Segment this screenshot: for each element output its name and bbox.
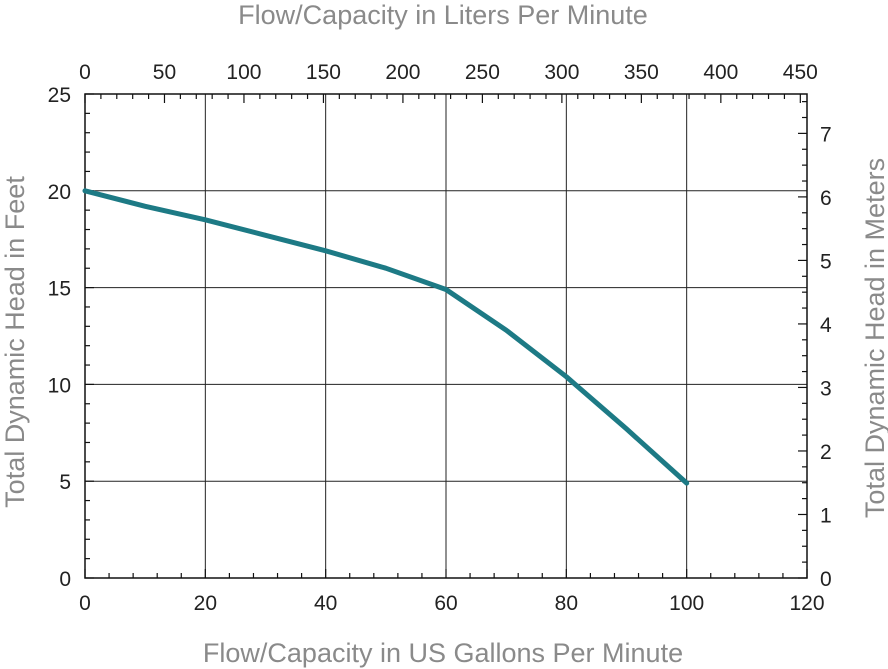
y-tick-label: 10 (48, 374, 71, 397)
x2-tick-label: 250 (465, 61, 500, 84)
y2-tick-label: 2 (820, 441, 832, 464)
y2-tick-label: 1 (820, 504, 832, 527)
y-tick-label: 25 (48, 84, 71, 107)
plot-frame (84, 93, 808, 579)
y2-tick-label: 3 (820, 377, 832, 400)
y-tick-label: 20 (48, 181, 71, 204)
x2-tick-label: 450 (783, 61, 818, 84)
y2-tick-label: 0 (820, 568, 832, 591)
x2-tick-label: 350 (624, 61, 659, 84)
x-tick-label: 40 (314, 592, 337, 615)
x2-tick-label: 50 (153, 61, 176, 84)
y2-tick-label: 6 (820, 187, 832, 210)
y2-axis-title: Total Dynamic Head in Meters (860, 158, 888, 518)
x-axis-title: Flow/Capacity in US Gallons Per Minute (203, 638, 683, 668)
x2-axis-title: Flow/Capacity in Liters Per Minute (238, 0, 648, 30)
x-tick-label: 60 (434, 592, 457, 615)
y2-axis-tick-labels: 0 1 2 3 4 5 6 7 (820, 123, 832, 591)
y2-tick-label: 4 (820, 314, 832, 337)
x2-tick-label: 150 (306, 61, 341, 84)
x2-tick-label: 200 (385, 61, 420, 84)
x-tick-label: 100 (669, 592, 704, 615)
x-tick-label: 0 (79, 592, 91, 615)
x2-axis-tick-labels: 0 50 100 150 200 250 300 350 400 450 (79, 61, 818, 84)
y2-tick-label: 5 (820, 250, 832, 273)
grid-lines (84, 93, 808, 579)
minor-tick-marks (84, 93, 808, 579)
y-axis-title: Total Dynamic Head in Feet (0, 176, 30, 508)
y2-tick-label: 7 (820, 123, 832, 146)
y-tick-label: 5 (59, 471, 71, 494)
x2-tick-label: 400 (703, 61, 738, 84)
x2-tick-label: 100 (226, 61, 261, 84)
performance-curve-line (82, 188, 690, 486)
y-axis-tick-labels: 0 5 10 15 20 25 (48, 84, 71, 591)
y-tick-label: 15 (48, 278, 71, 301)
x-tick-label: 80 (555, 592, 578, 615)
x-tick-label: 20 (194, 592, 217, 615)
y-tick-label: 0 (59, 568, 71, 591)
x2-tick-label: 300 (544, 61, 579, 84)
x2-tick-label: 0 (79, 61, 91, 84)
x-axis-tick-labels: 0 20 40 60 80 100 120 (79, 592, 824, 615)
x-tick-label: 120 (789, 592, 824, 615)
